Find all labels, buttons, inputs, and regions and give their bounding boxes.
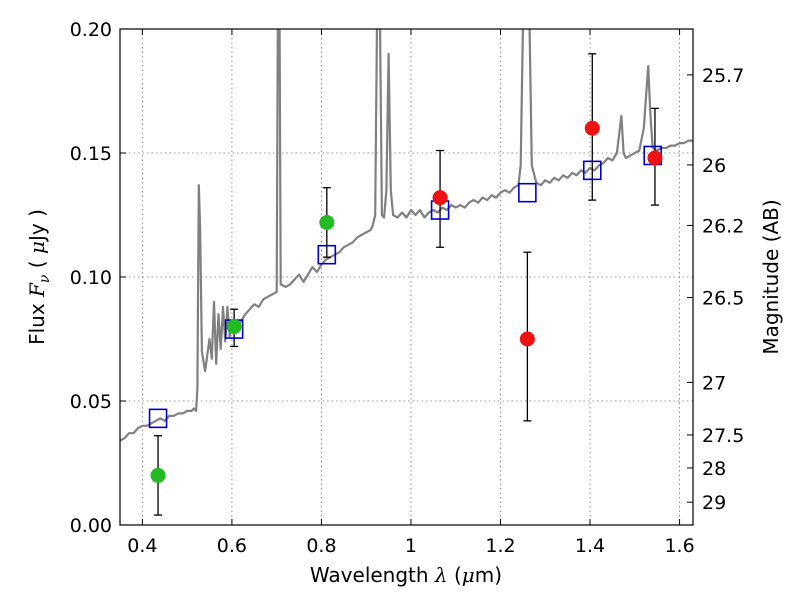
x-tick-label: 1.6 bbox=[664, 535, 694, 557]
x-tick-label: 1.2 bbox=[485, 535, 515, 557]
model-flux-square bbox=[148, 408, 168, 429]
observed-point bbox=[584, 120, 600, 136]
right-tick-label: 28 bbox=[702, 458, 726, 480]
model-spectrum bbox=[120, 29, 693, 442]
right-tick-label: 26.5 bbox=[702, 288, 744, 310]
right-tick-label: 27 bbox=[702, 372, 726, 394]
right-tick-label: 25.7 bbox=[702, 65, 744, 87]
axis-ticks: 0.4 0.6 0.8 1 1.2 1.4 1.6 0.00 0.05 0.10 0.15 0.20 2… bbox=[70, 19, 745, 557]
y-tick-label: 0.05 bbox=[70, 391, 112, 413]
y-axis-label: Flux Fν ( μJy ) bbox=[25, 209, 53, 345]
observed-point bbox=[226, 319, 242, 335]
observed-point bbox=[432, 190, 448, 206]
right-tick-label: 26.2 bbox=[702, 215, 744, 237]
x-tick-label: 0.4 bbox=[127, 535, 157, 557]
observed-points bbox=[150, 120, 663, 483]
x-tick-label: 1.4 bbox=[575, 535, 605, 557]
right-axis-label: Magnitude (AB) bbox=[759, 199, 783, 354]
observed-point bbox=[150, 467, 166, 483]
x-tick-label: 0.8 bbox=[306, 535, 336, 557]
y-tick-label: 0.00 bbox=[70, 515, 112, 537]
y-tick-label: 0.10 bbox=[70, 267, 112, 289]
model-flux-square bbox=[317, 244, 337, 265]
observed-point bbox=[319, 214, 335, 230]
right-tick-label: 27.5 bbox=[702, 425, 744, 447]
x-axis-label: Wavelength λ (μm) bbox=[310, 563, 502, 587]
y-tick-label: 0.20 bbox=[70, 19, 112, 41]
right-tick-label: 26 bbox=[702, 155, 726, 177]
y-tick-label: 0.15 bbox=[70, 143, 112, 165]
model-flux-square bbox=[582, 160, 602, 181]
model-flux-square bbox=[518, 182, 537, 203]
model-flux-points bbox=[148, 145, 663, 429]
observed-point bbox=[519, 331, 535, 347]
x-tick-label: 0.6 bbox=[217, 535, 247, 557]
grid-lines bbox=[120, 28, 693, 526]
observed-point bbox=[647, 150, 663, 166]
x-tick-label: 1 bbox=[405, 535, 417, 557]
error-bars bbox=[154, 53, 659, 516]
model-spectrum-line bbox=[120, 29, 693, 442]
right-tick-label: 29 bbox=[702, 492, 726, 514]
